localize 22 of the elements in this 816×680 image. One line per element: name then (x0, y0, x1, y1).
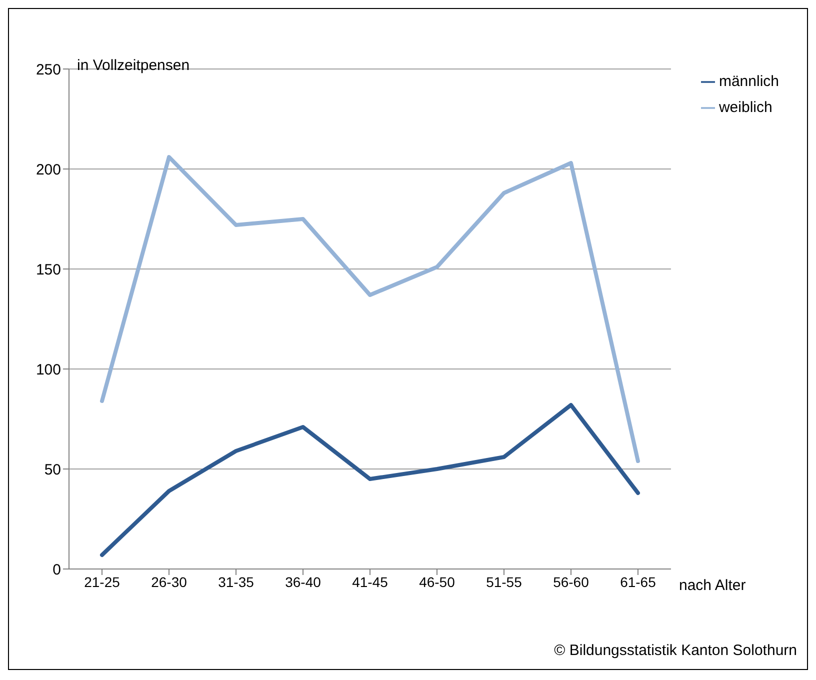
legend-label: männlich (718, 73, 779, 90)
line-series (100, 403, 640, 557)
x-tick-label: 36-40 (285, 574, 322, 590)
y-tick-label: 250 (36, 61, 61, 78)
line-series (100, 155, 640, 463)
x-tick-label: 41-45 (352, 574, 388, 590)
x-tick-label: 26-30 (151, 574, 188, 590)
text: © Bildungsstatistik Kanton Solothurn (554, 642, 797, 659)
y-tick-label: 100 (36, 361, 61, 378)
y-tick-label: 50 (44, 461, 61, 478)
x-tick-label: 21-25 (84, 574, 120, 590)
x-tick-label: 51-55 (486, 574, 522, 590)
y-axis-title: in Vollzeitpensen (77, 57, 190, 74)
x-tick-label: 31-35 (218, 574, 254, 590)
x-tick-label: 61-65 (620, 574, 656, 590)
legend-label: weiblich (718, 99, 772, 116)
x-axis-title: nach Alter (679, 577, 746, 594)
x-tick-label: 46-50 (419, 574, 456, 590)
y-tick-label: 200 (36, 161, 61, 178)
y-tick-label: 150 (36, 261, 61, 278)
x-tick-label: 56-60 (553, 574, 590, 590)
y-tick-label: 0 (52, 561, 61, 578)
